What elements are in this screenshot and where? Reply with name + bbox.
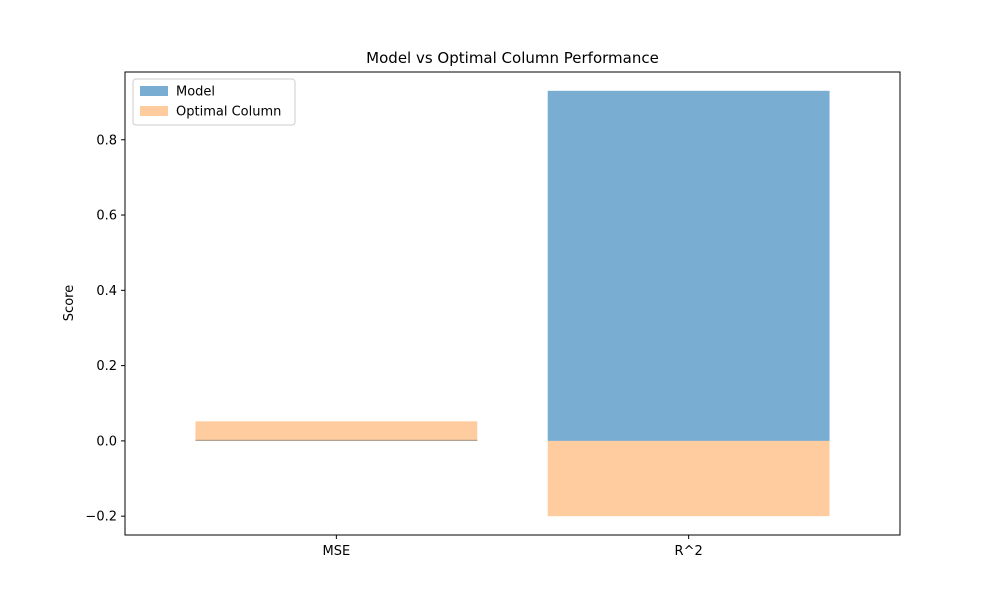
legend-swatch-model (140, 86, 168, 96)
legend-label-model: Model (176, 85, 215, 100)
bar-optimal-column-mse (195, 421, 478, 441)
y-tick-label: 0.8 (96, 133, 117, 148)
bar-optimal-column-r2 (547, 440, 830, 517)
x-tick-label: MSE (323, 544, 351, 559)
y-axis-label: Score (62, 285, 77, 321)
y-tick-label: 0.2 (96, 359, 117, 374)
y-tick-label: −0.2 (85, 510, 117, 525)
chart-title: Model vs Optimal Column Performance (366, 49, 659, 67)
legend-label-optimal-column: Optimal Column (176, 105, 281, 120)
y-tick-label: 0.4 (96, 284, 117, 299)
legend-box (132, 78, 296, 126)
bar-model-mse (195, 439, 478, 441)
y-tick-label: 0.6 (96, 209, 117, 224)
bar-model-r2 (547, 90, 830, 441)
x-tick-label: R^2 (675, 544, 703, 559)
y-tick-label: 0.0 (96, 434, 117, 449)
legend: Model Optimal Column (132, 78, 296, 126)
legend-swatch-optimal-column (140, 106, 168, 116)
plot-area: −0.2 0.0 0.2 0.4 0.6 0.8 MSE R^2 (85, 90, 830, 559)
plot-frame (124, 71, 901, 536)
